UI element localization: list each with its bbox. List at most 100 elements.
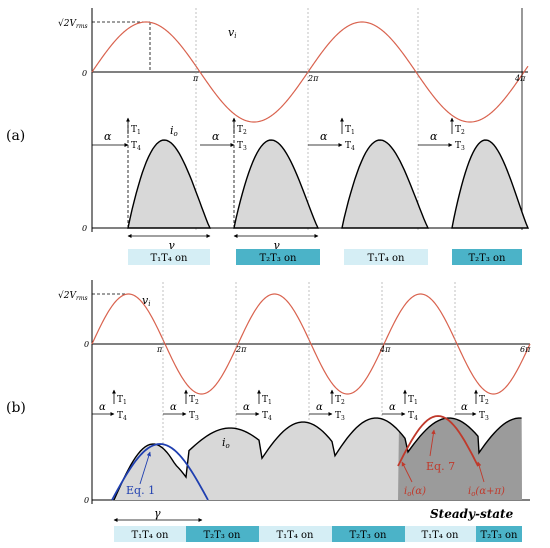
panel-b-firing-4: α T2 T3 bbox=[309, 389, 345, 422]
svg-text:α: α bbox=[104, 130, 112, 143]
panel-a-tick-4pi: 4π bbox=[514, 74, 526, 83]
svg-text:T4: T4 bbox=[345, 141, 355, 152]
svg-text:T2: T2 bbox=[335, 395, 345, 406]
eq1-transient-curve bbox=[111, 443, 209, 501]
panel-b-firing-3: α T1 T4 bbox=[236, 389, 272, 422]
panel-b-firing-2: α T2 T3 bbox=[163, 389, 199, 422]
panel-b-bar-6 bbox=[476, 526, 522, 542]
panel-b-vi-zero: 0 bbox=[84, 340, 89, 349]
svg-text:T3: T3 bbox=[455, 141, 465, 152]
eq1-annotation: Eq. 1 bbox=[126, 451, 155, 497]
panel-b-tick-pi: π bbox=[156, 345, 163, 354]
svg-text:T1: T1 bbox=[345, 125, 355, 136]
panel-a-io-pulse-4 bbox=[451, 139, 530, 229]
panel-a-io-label: io bbox=[170, 124, 178, 138]
panel-a-vi-curve bbox=[91, 21, 529, 123]
panel-b-label: (b) bbox=[6, 400, 26, 416]
panel-b-bar-5-label: T₁T₄ on bbox=[422, 530, 460, 541]
panel-a: (a) 0 √2Vrms vi π 2π 4π 0 io α bbox=[6, 8, 530, 265]
panel-a-io-pulse-3 bbox=[341, 139, 430, 229]
svg-text:α: α bbox=[389, 402, 396, 413]
svg-text:T2: T2 bbox=[237, 125, 247, 136]
svg-text:α: α bbox=[430, 130, 438, 143]
panel-a-tick-2pi: 2π bbox=[307, 74, 319, 83]
panel-b-vi-label: vi bbox=[142, 294, 150, 308]
panel-a-firing-2: α T2 T3 bbox=[200, 117, 247, 228]
svg-text:T2: T2 bbox=[455, 125, 465, 136]
panel-a-bar-2-label: T₂T₃ on bbox=[260, 253, 298, 264]
panel-b-bar-4-label: T₂T₃ on bbox=[350, 530, 388, 541]
svg-text:Eq. 1: Eq. 1 bbox=[126, 484, 155, 497]
panel-b-firing-5: α T1 T4 bbox=[382, 389, 418, 422]
svg-text:T4: T4 bbox=[408, 411, 418, 422]
panel-a-gamma-1: γ bbox=[127, 234, 211, 252]
panel-b-bar-3 bbox=[259, 526, 332, 542]
panel-b-bar-1-label: T₁T₄ on bbox=[132, 530, 170, 541]
panel-b-io-zero: 0 bbox=[84, 496, 89, 505]
panel-b-bar-2 bbox=[186, 526, 259, 542]
svg-text:γ: γ bbox=[168, 239, 175, 252]
steady-state-label: Steady-state bbox=[430, 507, 514, 521]
panel-a-io-zero: 0 bbox=[82, 224, 87, 233]
panel-b-bar-3-label: T₁T₄ on bbox=[277, 530, 315, 541]
svg-text:T3: T3 bbox=[237, 141, 247, 152]
svg-text:α: α bbox=[99, 402, 106, 413]
svg-text:T1: T1 bbox=[117, 395, 127, 406]
svg-text:T1: T1 bbox=[408, 395, 418, 406]
panel-b-io-curve bbox=[113, 417, 522, 501]
panel-a-gamma-2: γ bbox=[233, 234, 319, 252]
panel-b-tick-4pi: 4π bbox=[379, 345, 391, 354]
panel-b-bar-1 bbox=[114, 526, 186, 542]
svg-text:T1: T1 bbox=[131, 125, 141, 136]
panel-a-bar-1-label: T₁T₄ on bbox=[151, 253, 189, 264]
panel-b-gamma: γ bbox=[113, 507, 203, 522]
panel-a-label: (a) bbox=[6, 128, 25, 144]
panel-a-bar-2 bbox=[236, 249, 320, 265]
svg-text:T4: T4 bbox=[117, 411, 127, 422]
io-alpha-annotation: io(α) bbox=[401, 461, 426, 498]
panel-a-amplitude-label: √2Vrms bbox=[58, 18, 88, 30]
svg-text:α: α bbox=[170, 402, 177, 413]
svg-text:α: α bbox=[212, 130, 220, 143]
panel-a-firing-4: α T2 T3 bbox=[418, 117, 465, 152]
panel-a-bar-3-label: T₁T₄ on bbox=[368, 253, 406, 264]
panel-a-bar-4-label: T₂T₃ on bbox=[469, 253, 507, 264]
svg-text:Eq. 7: Eq. 7 bbox=[426, 460, 455, 473]
svg-text:T4: T4 bbox=[262, 411, 272, 422]
panel-b-firing-1: α T1 T4 bbox=[92, 389, 127, 422]
panel-b-steady-state-area bbox=[398, 418, 522, 500]
svg-text:T4: T4 bbox=[131, 141, 141, 152]
panel-a-vi-zero: 0 bbox=[82, 69, 87, 78]
panel-a-io-pulse-2 bbox=[233, 139, 320, 229]
panel-b-bar-6-label: T₂T₃ on bbox=[481, 530, 519, 541]
panel-a-firing-3: α T1 T4 bbox=[308, 117, 355, 152]
svg-text:γ: γ bbox=[154, 507, 161, 520]
panel-a-bar-1 bbox=[128, 249, 210, 265]
panel-a-vi-label: vi bbox=[228, 26, 236, 40]
panel-b-bar-4 bbox=[332, 526, 405, 542]
panel-b-bar-5 bbox=[405, 526, 476, 542]
panel-a-io-pulse-1 bbox=[127, 139, 212, 229]
panel-a-bar-4 bbox=[452, 249, 522, 265]
svg-text:T3: T3 bbox=[479, 411, 489, 422]
panel-b-bar-2-label: T₂T₃ on bbox=[204, 530, 242, 541]
io-alpha-pi-annotation: io(α+π) bbox=[468, 461, 505, 498]
panel-b-vi-curve bbox=[91, 293, 531, 395]
svg-text:α: α bbox=[320, 130, 328, 143]
svg-text:T2: T2 bbox=[479, 395, 489, 406]
svg-text:T3: T3 bbox=[335, 411, 345, 422]
eq7-steady-state-curve bbox=[397, 415, 479, 467]
panel-b-amplitude-label: √2Vrms bbox=[58, 290, 88, 302]
svg-text:T3: T3 bbox=[189, 411, 199, 422]
svg-text:T2: T2 bbox=[189, 395, 199, 406]
svg-text:T1: T1 bbox=[262, 395, 272, 406]
svg-text:α: α bbox=[461, 402, 468, 413]
svg-text:io(α+π): io(α+π) bbox=[468, 486, 505, 498]
svg-text:γ: γ bbox=[273, 239, 280, 252]
svg-text:α: α bbox=[316, 402, 323, 413]
panel-a-firing-1: α T1 T4 bbox=[92, 117, 141, 228]
svg-text:α: α bbox=[243, 402, 250, 413]
panel-a-bar-3 bbox=[344, 249, 428, 265]
eq7-annotation: Eq. 7 bbox=[426, 429, 455, 473]
